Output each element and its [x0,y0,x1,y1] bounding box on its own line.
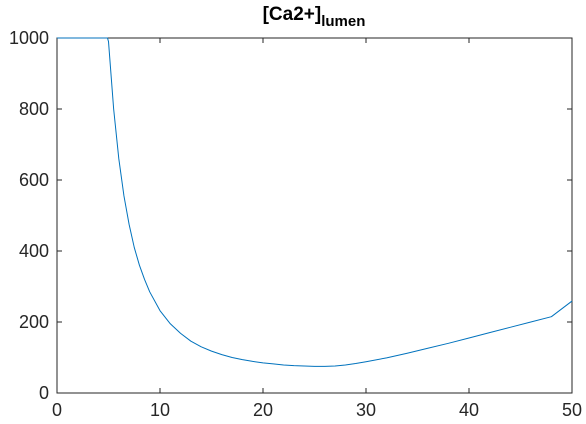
data-series [57,37,573,367]
y-tick-label: 1000 [9,28,49,48]
x-tick-label: 40 [459,400,479,420]
x-tick-label: 30 [356,400,376,420]
series-line [57,37,573,367]
chart-title-main: [Ca2+] [263,4,322,25]
axes: 0 10 20 30 40 50 0 200 400 600 800 1000 [9,28,582,420]
x-tick-label: 0 [52,400,62,420]
y-tick-label: 400 [19,241,49,261]
chart-title-subscript: lumen [321,13,365,30]
chart-title: [Ca2+]lumen [263,4,366,30]
y-tick-label: 600 [19,170,49,190]
x-tick-label: 10 [150,400,170,420]
y-tick-label: 0 [39,383,49,403]
x-tick-label: 50 [562,400,582,420]
y-tick-label: 200 [19,312,49,332]
axes-box [56,37,573,394]
x-tick-label: 20 [253,400,273,420]
y-tick-label: 800 [19,99,49,119]
